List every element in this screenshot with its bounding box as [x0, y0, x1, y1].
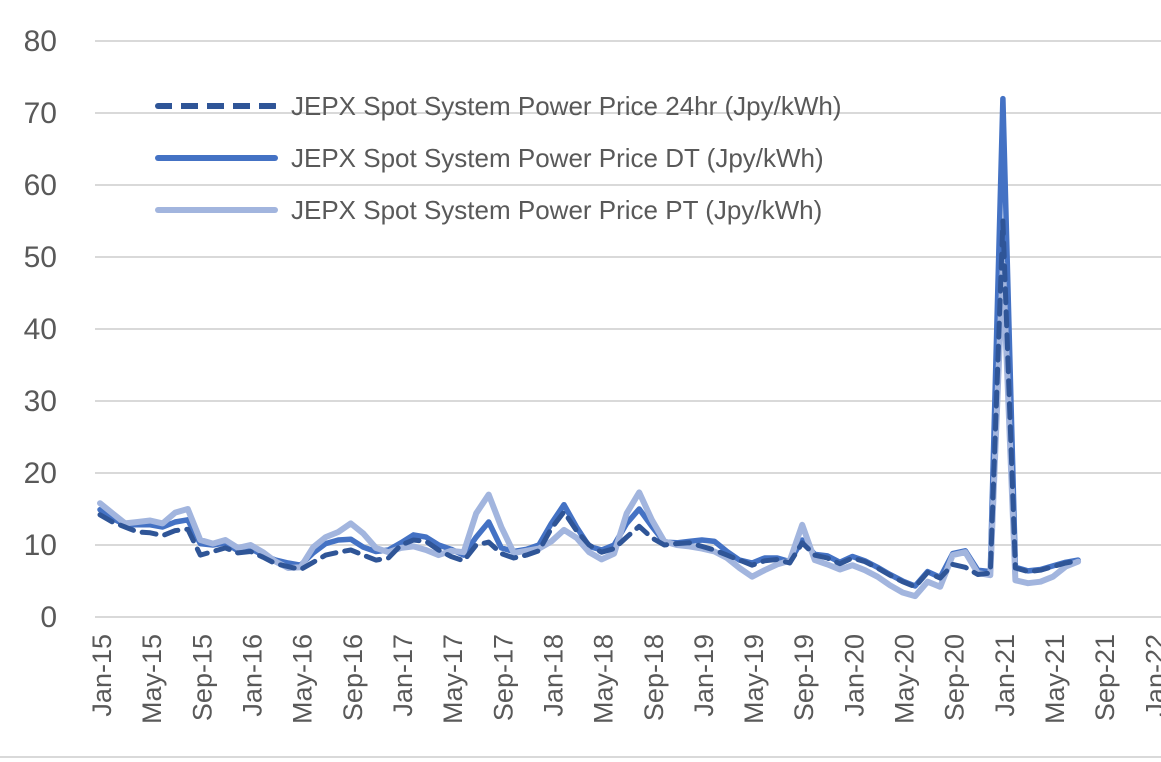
x-axis-tick-label: Jan-18: [538, 634, 568, 717]
x-axis-tick-label: Jan-20: [839, 634, 869, 717]
x-axis-tick-label: Sep-18: [639, 634, 669, 721]
x-axis-tick-label: May-16: [288, 634, 318, 724]
y-axis-tick-label: 10: [24, 529, 57, 562]
series-line-24hr: [97, 218, 1081, 590]
legend-label-24hr: JEPX Spot System Power Price 24hr (Jpy/k…: [291, 91, 842, 121]
x-axis-tick-label: Sep-19: [789, 634, 819, 721]
x-axis-tick-label: Sep-20: [940, 634, 970, 721]
y-axis-tick-label: 40: [24, 313, 57, 346]
y-axis-tick-label: 50: [24, 241, 57, 274]
legend-swatch-dashed-line: [155, 103, 278, 109]
chart-legend: JEPX Spot System Power Price 24hr (Jpy/k…: [155, 80, 842, 236]
x-axis-tick-label: Sep-17: [488, 634, 518, 721]
x-axis-tick-label: Jan-19: [689, 634, 719, 717]
x-axis-tick-label: May-19: [739, 634, 769, 724]
y-axis-tick-label: 20: [24, 457, 57, 490]
x-axis-tick-label: May-21: [1040, 634, 1070, 724]
y-axis-tick-label: 80: [24, 25, 57, 58]
x-axis-tick-label: Jan-16: [237, 634, 267, 717]
x-axis-tick-label: May-20: [890, 634, 920, 724]
legend-item-24hr: JEPX Spot System Power Price 24hr (Jpy/k…: [155, 80, 842, 132]
x-axis-tick-label: Jan-21: [990, 634, 1020, 717]
x-axis-tick-label: Sep-21: [1090, 634, 1120, 721]
x-axis-tick-label: Jan-15: [87, 634, 117, 717]
x-axis-tick-label: Jan-17: [388, 634, 418, 717]
y-axis-tick-label: 0: [40, 601, 57, 634]
x-axis-tick-label: Sep-15: [187, 634, 217, 721]
y-axis-tick-label: 70: [24, 97, 57, 130]
x-axis-tick-label: Jan-22: [1140, 634, 1161, 717]
legend-swatch-light-line: [155, 207, 278, 213]
x-axis-tick-label: May-17: [438, 634, 468, 724]
legend-swatch-solid-line: [155, 155, 278, 161]
legend-label-dt: JEPX Spot System Power Price DT (Jpy/kWh…: [291, 143, 824, 173]
y-axis-tick-label: 60: [24, 169, 57, 202]
legend-item-dt: JEPX Spot System Power Price DT (Jpy/kWh…: [155, 132, 842, 184]
legend-item-pt: JEPX Spot System Power Price PT (Jpy/kWh…: [155, 184, 842, 236]
series-line-pt: [97, 261, 1082, 600]
x-axis-tick-label: May-18: [589, 634, 619, 724]
x-axis-tick-label: May-15: [137, 634, 167, 724]
legend-label-pt: JEPX Spot System Power Price PT (Jpy/kWh…: [291, 195, 823, 225]
y-axis-tick-label: 30: [24, 385, 57, 418]
x-axis-tick-label: Sep-16: [338, 634, 368, 721]
